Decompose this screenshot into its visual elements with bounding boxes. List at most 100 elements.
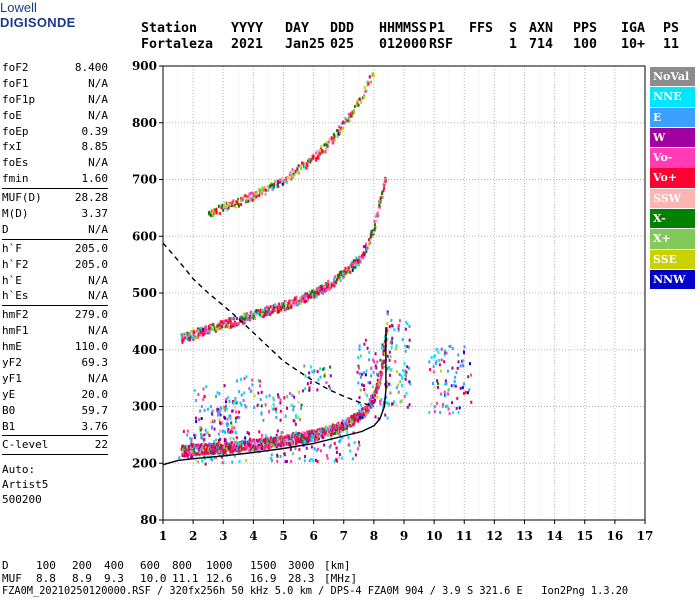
- echo-point: [284, 443, 287, 447]
- x-tick-label: 16: [607, 529, 624, 543]
- echo-point: [280, 308, 283, 312]
- echo-point: [224, 416, 227, 420]
- echo-point: [203, 408, 206, 412]
- echo-point: [249, 318, 252, 322]
- echo-point: [282, 436, 285, 440]
- echo-point: [264, 434, 267, 438]
- echo-point: [298, 448, 301, 452]
- echo-point: [292, 452, 295, 456]
- echo-point: [386, 327, 389, 331]
- echo-point: [220, 448, 223, 452]
- echo-point: [242, 398, 245, 402]
- echo-point: [210, 411, 213, 415]
- echo-point: [187, 450, 190, 454]
- echo-point: [432, 365, 435, 369]
- echo-point: [366, 346, 369, 350]
- echo-point: [227, 430, 230, 434]
- footer-value: 10.0: [140, 572, 167, 585]
- echo-point: [284, 414, 287, 418]
- autoscaling-text: Artist5: [2, 478, 49, 492]
- y-tick-label: 700: [132, 173, 157, 187]
- echo-point: [409, 382, 412, 386]
- echo-point: [214, 446, 217, 450]
- echo-point: [292, 433, 295, 437]
- echo-point: [225, 203, 228, 207]
- echo-point: [301, 294, 304, 298]
- echo-point: [248, 448, 251, 452]
- param-name: foEs: [2, 156, 29, 170]
- echo-point: [373, 219, 376, 223]
- param-row: yF2 69.3: [2, 355, 108, 371]
- param-name: foF1: [2, 76, 29, 90]
- echo-point: [282, 181, 285, 185]
- echo-point: [271, 443, 274, 447]
- echo-point: [199, 425, 202, 429]
- echo-point: [308, 371, 311, 375]
- echo-point: [357, 103, 360, 107]
- param-row: M(D) 3.37: [2, 206, 108, 222]
- echo-point: [381, 195, 384, 199]
- echo-point: [232, 449, 235, 453]
- echo-point: [242, 312, 245, 316]
- echo-point: [267, 439, 270, 443]
- echo-point: [274, 445, 277, 449]
- echo-point: [278, 438, 281, 442]
- echo-point: [198, 448, 201, 452]
- electron-density-profile-curve: [162, 327, 387, 466]
- echo-point: [256, 444, 259, 448]
- echo-point: [276, 429, 279, 433]
- echo-point: [327, 140, 330, 144]
- echo-point: [270, 182, 273, 186]
- echo-point: [404, 327, 407, 331]
- echo-point: [188, 338, 191, 342]
- echo-point: [192, 328, 195, 332]
- echo-point: [190, 440, 193, 444]
- echo-point: [303, 435, 306, 439]
- echo-point: [370, 232, 373, 236]
- echo-point: [384, 413, 387, 417]
- echo-point: [225, 319, 228, 323]
- echo-point: [271, 310, 274, 314]
- echo-point: [456, 396, 459, 400]
- echo-point: [366, 80, 369, 84]
- echo-point: [361, 415, 364, 419]
- echo-point: [240, 316, 243, 320]
- echo-point: [301, 297, 304, 301]
- echo-point: [383, 179, 386, 183]
- echo-point: [304, 374, 307, 378]
- echo-point: [369, 235, 372, 239]
- echo-point: [284, 308, 287, 312]
- echo-point: [364, 242, 367, 246]
- echo-point: [230, 441, 233, 445]
- echo-point: [459, 364, 462, 368]
- echo-point: [327, 428, 330, 432]
- echo-point: [319, 375, 322, 379]
- echo-point: [333, 431, 336, 435]
- echo-point: [238, 441, 241, 445]
- echo-point: [222, 460, 225, 464]
- echo-point: [387, 382, 390, 386]
- echo-point: [233, 398, 236, 402]
- legend-item-w: W: [650, 127, 695, 148]
- echo-point: [244, 194, 247, 198]
- echo-point: [398, 373, 401, 377]
- echo-point: [343, 121, 346, 125]
- echo-point: [317, 437, 320, 441]
- echo-point: [247, 439, 250, 443]
- echo-point: [397, 383, 400, 387]
- echo-point: [255, 195, 258, 199]
- echo-point: [228, 204, 231, 208]
- echo-point: [325, 426, 328, 430]
- echo-point: [298, 171, 301, 175]
- echo-point: [323, 143, 326, 147]
- echo-point: [287, 306, 290, 310]
- echo-point: [184, 450, 187, 454]
- echo-point: [338, 429, 341, 433]
- echo-point: [219, 413, 222, 417]
- echo-point: [222, 452, 225, 456]
- echo-point: [292, 442, 295, 446]
- echo-point: [440, 392, 443, 396]
- echo-point: [218, 392, 221, 396]
- echo-point: [376, 360, 379, 364]
- echo-point: [395, 403, 398, 407]
